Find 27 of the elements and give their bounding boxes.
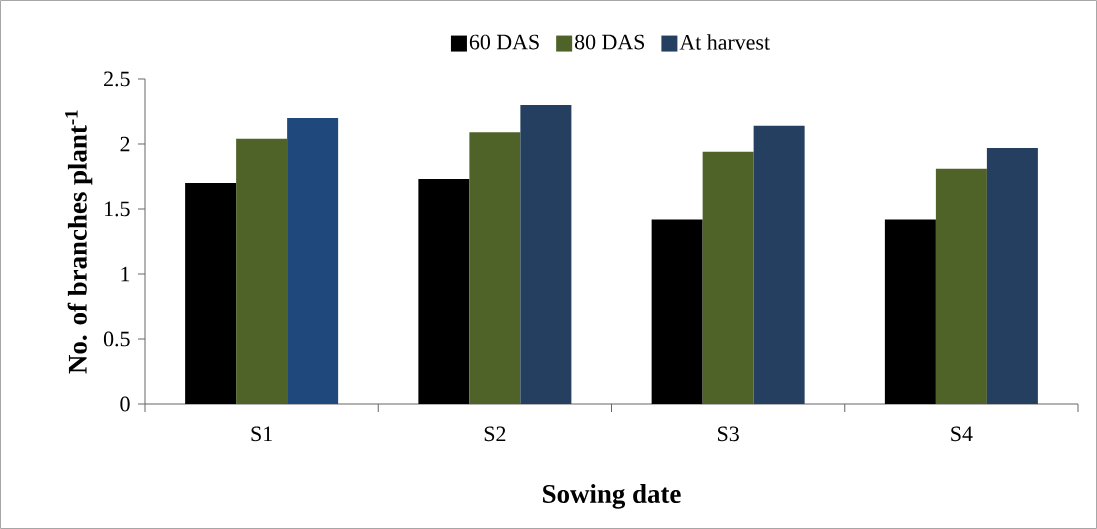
y-tick-label: 1.5 [105, 201, 130, 217]
x-tick-label: S3 [718, 426, 739, 442]
y-tick-label: 2.5 [104, 71, 130, 87]
bar [236, 138, 288, 404]
bar [520, 105, 572, 404]
y-tick-label: 0.5 [103, 331, 130, 347]
bar [469, 132, 521, 404]
y-tick-label: 2 [120, 136, 130, 152]
x-tick-label: S1 [251, 426, 272, 442]
legend-label: 80 DAS [574, 34, 645, 50]
bar [185, 183, 237, 404]
y-tick-label: 1 [121, 266, 130, 282]
y-tick-label: 0 [120, 396, 130, 412]
bar [651, 219, 703, 404]
legend-label: At harvest [679, 34, 770, 50]
bar [418, 179, 470, 404]
legend-label: 60 DAS [469, 34, 539, 50]
y-axis-title: No. of branches plant$^{-1}$ [65, 110, 93, 374]
x-axis-title: Sowing date [543, 484, 681, 509]
x-tick-label: S2 [484, 426, 506, 442]
bar [287, 118, 339, 404]
bar [935, 168, 987, 404]
bar [884, 219, 936, 404]
bar [702, 151, 754, 404]
x-tick-label: S4 [951, 426, 973, 442]
bar [986, 147, 1038, 404]
bar [753, 125, 805, 404]
